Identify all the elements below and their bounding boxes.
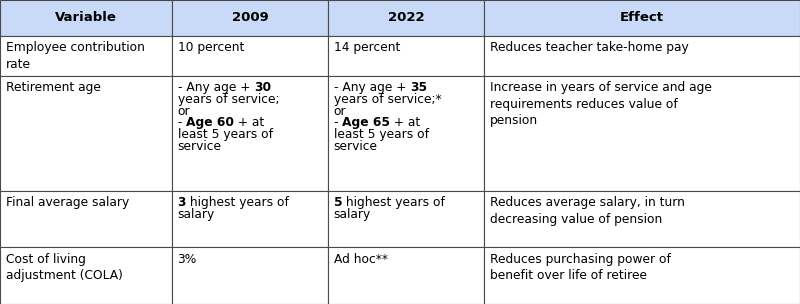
Text: -: - bbox=[334, 116, 342, 129]
Bar bbox=[0, 191, 172, 247]
Text: Reduces average salary, in turn
decreasing value of pension: Reduces average salary, in turn decreasi… bbox=[490, 196, 685, 226]
Bar bbox=[172, 36, 328, 76]
Bar bbox=[484, 191, 800, 247]
Bar bbox=[172, 247, 328, 304]
Bar bbox=[172, 0, 328, 36]
Text: least 5 years of: least 5 years of bbox=[334, 128, 429, 141]
Text: 30: 30 bbox=[254, 81, 271, 95]
Bar bbox=[172, 76, 328, 191]
Text: Increase in years of service and age
requirements reduces value of
pension: Increase in years of service and age req… bbox=[490, 81, 711, 127]
Text: 3: 3 bbox=[178, 196, 186, 209]
Bar bbox=[328, 247, 484, 304]
Bar bbox=[484, 247, 800, 304]
Text: Effect: Effect bbox=[620, 12, 664, 24]
Bar bbox=[0, 36, 172, 76]
Text: Reduces purchasing power of
benefit over life of retiree: Reduces purchasing power of benefit over… bbox=[490, 253, 670, 282]
Text: Age 65: Age 65 bbox=[342, 116, 390, 129]
Bar bbox=[0, 247, 172, 304]
Text: years of service;*: years of service;* bbox=[334, 93, 442, 106]
Text: highest years of: highest years of bbox=[342, 196, 445, 209]
Text: + at: + at bbox=[234, 116, 264, 129]
Text: -: - bbox=[178, 116, 186, 129]
Text: salary: salary bbox=[178, 208, 215, 221]
Text: or: or bbox=[334, 105, 346, 118]
Bar bbox=[484, 76, 800, 191]
Text: Employee contribution
rate: Employee contribution rate bbox=[6, 41, 145, 71]
Text: 5: 5 bbox=[334, 196, 342, 209]
Text: 35: 35 bbox=[410, 81, 427, 95]
Bar bbox=[328, 36, 484, 76]
Text: least 5 years of: least 5 years of bbox=[178, 128, 273, 141]
Text: service: service bbox=[334, 140, 378, 153]
Text: Reduces teacher take-home pay: Reduces teacher take-home pay bbox=[490, 41, 688, 54]
Text: + at: + at bbox=[390, 116, 420, 129]
Bar bbox=[484, 36, 800, 76]
Bar bbox=[328, 0, 484, 36]
Text: Ad hoc**: Ad hoc** bbox=[334, 253, 388, 266]
Text: 3%: 3% bbox=[178, 253, 197, 266]
Text: - Any age +: - Any age + bbox=[334, 81, 410, 95]
Text: Variable: Variable bbox=[55, 12, 117, 24]
Text: years of service;: years of service; bbox=[178, 93, 279, 106]
Text: Retirement age: Retirement age bbox=[6, 81, 101, 95]
Bar bbox=[172, 191, 328, 247]
Bar bbox=[0, 0, 172, 36]
Text: or: or bbox=[178, 105, 190, 118]
Text: 14 percent: 14 percent bbox=[334, 41, 400, 54]
Bar bbox=[328, 191, 484, 247]
Text: 2022: 2022 bbox=[388, 12, 424, 24]
Text: Cost of living
adjustment (COLA): Cost of living adjustment (COLA) bbox=[6, 253, 122, 282]
Bar bbox=[328, 76, 484, 191]
Text: Final average salary: Final average salary bbox=[6, 196, 129, 209]
Text: Age 60: Age 60 bbox=[186, 116, 234, 129]
Text: - Any age +: - Any age + bbox=[178, 81, 254, 95]
Text: 10 percent: 10 percent bbox=[178, 41, 244, 54]
Bar bbox=[484, 0, 800, 36]
Text: salary: salary bbox=[334, 208, 371, 221]
Bar bbox=[0, 76, 172, 191]
Text: 2009: 2009 bbox=[232, 12, 268, 24]
Text: service: service bbox=[178, 140, 222, 153]
Text: highest years of: highest years of bbox=[186, 196, 289, 209]
